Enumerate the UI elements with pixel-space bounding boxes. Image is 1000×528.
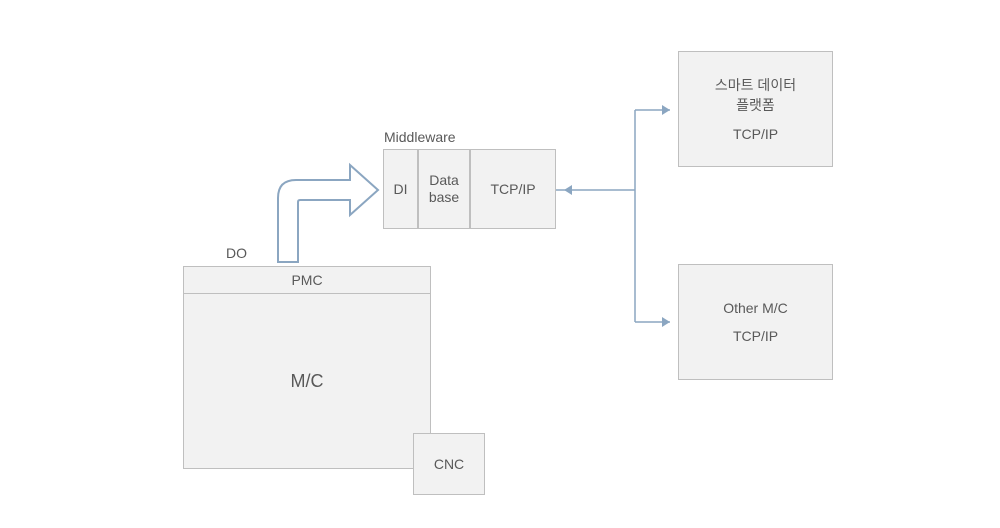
middleware-label: Middleware <box>384 129 456 145</box>
connector-lines <box>0 0 1000 528</box>
pmc-box: PMC <box>183 266 431 294</box>
di-box: DI <box>383 149 418 229</box>
database-box: Data base <box>418 149 470 229</box>
othermc-text1: Other M/C <box>723 300 788 316</box>
othermc-text2: TCP/IP <box>733 328 778 344</box>
tcpip-text: TCP/IP <box>490 181 535 197</box>
big-arrow-path <box>278 165 378 262</box>
tcpip-box: TCP/IP <box>470 149 556 229</box>
di-text: DI <box>394 181 408 197</box>
database-text: Data base <box>429 172 459 206</box>
big-arrow <box>0 0 1000 528</box>
smartdata-text1: 스마트 데이터 플랫폼 <box>715 76 796 115</box>
mc-box: M/C <box>183 294 431 469</box>
cnc-text: CNC <box>434 456 464 472</box>
do-label: DO <box>226 245 247 261</box>
mc-text: M/C <box>291 371 324 392</box>
smartdata-text2: TCP/IP <box>733 126 778 142</box>
othermc-box: Other M/C TCP/IP <box>678 264 833 380</box>
pmc-text: PMC <box>291 272 322 288</box>
smartdata-box: 스마트 데이터 플랫폼 TCP/IP <box>678 51 833 167</box>
cnc-box: CNC <box>413 433 485 495</box>
